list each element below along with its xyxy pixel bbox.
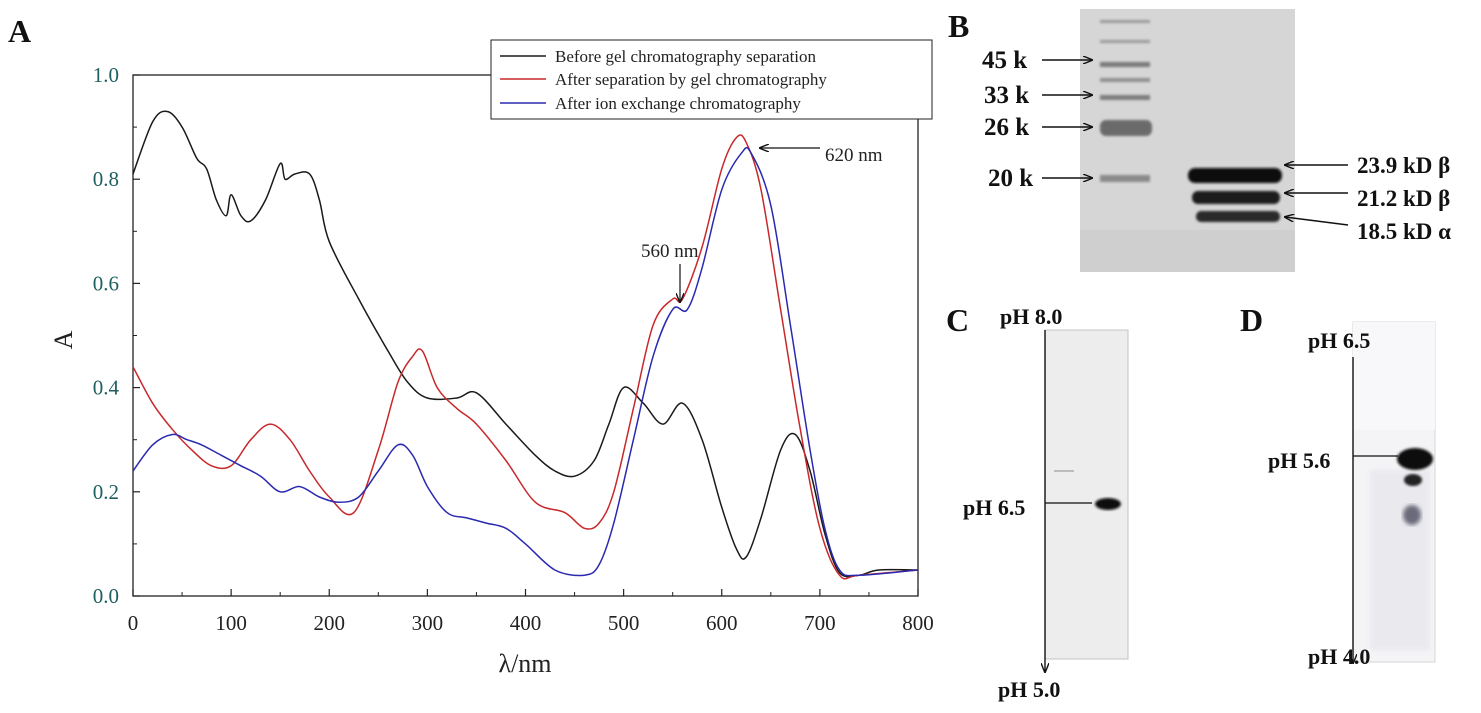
gel-d-main-band [1397, 448, 1433, 470]
x-tick-labels: 0 100 200 300 400 500 600 700 800 [128, 611, 934, 635]
ladder-lane [1100, 20, 1152, 182]
y-tick-label: 0.4 [93, 376, 120, 400]
annotation-560-label: 560 nm [641, 241, 699, 262]
panel-a-letter: A [8, 13, 31, 49]
gel-c-mid-ph: pH 6.5 [963, 495, 1025, 520]
gel-d-band-3 [1403, 505, 1421, 525]
x-tick-label: 500 [608, 611, 640, 635]
x-tick-label: 200 [314, 611, 346, 635]
sample-lane [1188, 168, 1282, 222]
band-3-label: 18.5 kD α [1357, 219, 1451, 244]
y-tick-label: 0.0 [93, 584, 119, 608]
gel-c-faint-band [1054, 470, 1074, 472]
band-2-label: 21.2 kD β [1357, 186, 1450, 211]
panel-b-letter: B [948, 8, 969, 44]
ief-gel-d: pH 6.5 pH 5.6 pH 4.0 [1268, 321, 1436, 669]
x-tick-label: 800 [902, 611, 934, 635]
gel-d-mid-ph: pH 5.6 [1268, 448, 1330, 473]
panel-d-letter: D [1240, 302, 1263, 338]
ief-gel-c: pH 8.0 pH 6.5 pH 5.0 [963, 304, 1129, 702]
x-tick-label: 0 [128, 611, 139, 635]
x-tick-label: 300 [412, 611, 444, 635]
gel-d-top-ph: pH 6.5 [1308, 328, 1370, 353]
y-tick-label: 0.2 [93, 480, 119, 504]
y-tick-label: 0.6 [93, 271, 119, 295]
absorption-spectrum-chart: 0 100 200 300 400 500 600 700 800 0.00.20.40.60.… [49, 39, 934, 678]
plot-frame [132, 74, 919, 597]
legend-box [490, 39, 933, 120]
y-tick-labels: 0.0 0.2 0.4 0.6 0.8 1.0 [93, 63, 120, 608]
axis-ticks [132, 74, 919, 597]
series-line-after-gel [132, 134, 919, 580]
gel-c-band [1095, 498, 1121, 510]
series-line-after-ion-exchange [132, 146, 919, 577]
gel-d-band-2 [1404, 474, 1422, 486]
marker-26k-label: 26 k [984, 114, 1029, 141]
legend-label-ion: After ion exchange chromatography [555, 94, 801, 113]
marker-33k-label: 33 k [984, 82, 1029, 109]
legend-label-before: Before gel chromatography separation [555, 47, 817, 66]
band-3-arrow [1285, 217, 1349, 226]
x-tick-label: 400 [510, 611, 542, 635]
x-tick-label: 100 [215, 611, 247, 635]
band-1-label: 23.9 kD β [1357, 153, 1450, 178]
marker-20k-label: 20 k [988, 165, 1033, 192]
panel-c-letter: C [946, 302, 969, 338]
y-tick-label: 0.8 [93, 167, 119, 191]
series-lines [132, 110, 919, 580]
marker-45k-label: 45 k [982, 47, 1027, 74]
gel-b-bottom-strip [1080, 230, 1295, 272]
gel-c-top-ph: pH 8.0 [1000, 304, 1062, 329]
x-tick-label: 700 [804, 611, 836, 635]
y-axis-label: A [49, 330, 78, 349]
series-line-before-gel [132, 110, 919, 578]
x-axis-label: λ/nm [498, 649, 551, 678]
annotation-620-label: 620 nm [825, 145, 883, 166]
y-tick-label: 1.0 [93, 63, 119, 87]
gel-c-bottom-ph: pH 5.0 [998, 677, 1060, 702]
legend-label-gel: After separation by gel chromatography [555, 70, 827, 89]
gel-b-background [1080, 9, 1295, 272]
gel-d-smear [1370, 470, 1430, 650]
sds-page-gel: 45 k 33 k 26 k 20 k 23.9 kD β 21.2 kD β … [982, 9, 1451, 272]
gel-c-strip [1044, 329, 1129, 660]
x-tick-label: 600 [706, 611, 738, 635]
legend: Before gel chromatography separation Aft… [490, 39, 933, 120]
gel-d-bottom-ph: pH 4.0 [1308, 644, 1370, 669]
gel-d-upper-area [1353, 322, 1435, 430]
